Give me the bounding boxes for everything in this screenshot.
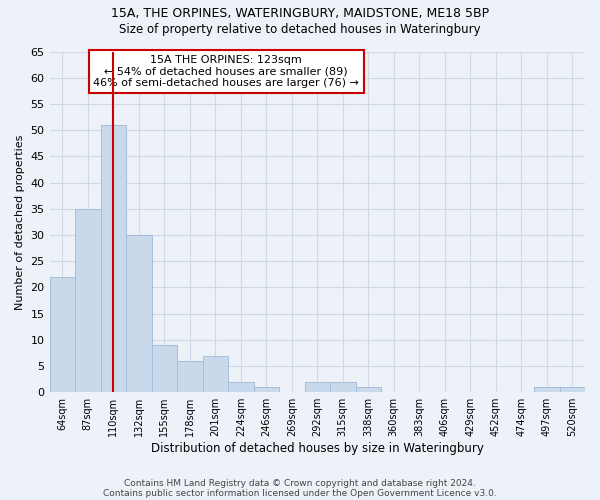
- Text: Contains public sector information licensed under the Open Government Licence v3: Contains public sector information licen…: [103, 488, 497, 498]
- Text: 15A THE ORPINES: 123sqm
← 54% of detached houses are smaller (89)
46% of semi-de: 15A THE ORPINES: 123sqm ← 54% of detache…: [94, 55, 359, 88]
- Bar: [101, 125, 126, 392]
- Bar: [177, 361, 203, 392]
- Bar: [254, 387, 279, 392]
- Text: 15A, THE ORPINES, WATERINGBURY, MAIDSTONE, ME18 5BP: 15A, THE ORPINES, WATERINGBURY, MAIDSTON…: [111, 8, 489, 20]
- Bar: [228, 382, 254, 392]
- Bar: [534, 387, 560, 392]
- Bar: [50, 277, 75, 392]
- Bar: [330, 382, 356, 392]
- Bar: [560, 387, 585, 392]
- Text: Size of property relative to detached houses in Wateringbury: Size of property relative to detached ho…: [119, 22, 481, 36]
- Bar: [305, 382, 330, 392]
- Bar: [356, 387, 381, 392]
- Y-axis label: Number of detached properties: Number of detached properties: [15, 134, 25, 310]
- X-axis label: Distribution of detached houses by size in Wateringbury: Distribution of detached houses by size …: [151, 442, 484, 455]
- Bar: [152, 345, 177, 392]
- Text: Contains HM Land Registry data © Crown copyright and database right 2024.: Contains HM Land Registry data © Crown c…: [124, 478, 476, 488]
- Bar: [126, 235, 152, 392]
- Bar: [75, 209, 101, 392]
- Bar: [203, 356, 228, 392]
